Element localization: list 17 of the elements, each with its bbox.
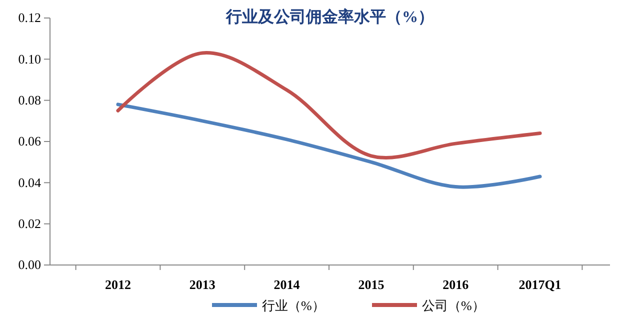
y-tick-label: 0.12 [18, 10, 41, 26]
line-series [116, 102, 542, 189]
legend-label: 公司（%） [422, 298, 485, 313]
legend-label: 行业（%） [262, 298, 325, 313]
x-tick-label: 2014 [274, 277, 300, 292]
y-tick-label: 0.02 [18, 216, 41, 231]
y-tick-label: 0.06 [18, 134, 42, 149]
x-tick-label: 2017Q1 [518, 277, 562, 292]
x-tick-label: 2012 [105, 277, 131, 292]
chart-title: 行业及公司佣金率水平（%） [225, 7, 434, 26]
y-tick-label: 0.00 [18, 257, 41, 272]
y-tick-label: 0.08 [18, 92, 41, 108]
x-tick-label: 2013 [189, 277, 216, 292]
y-tick-label: 0.04 [18, 174, 42, 190]
x-tick-label: 2015 [358, 277, 385, 292]
x-tick-label: 2016 [442, 277, 470, 292]
y-tick-label: 0.10 [18, 51, 41, 66]
